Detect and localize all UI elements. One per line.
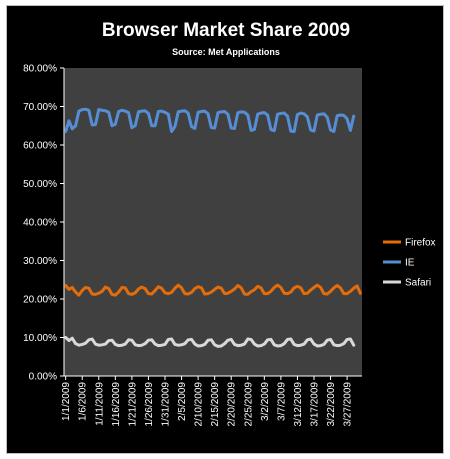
y-tick-label: 40.00% bbox=[23, 218, 57, 229]
x-tick-label: 2/10/2009 bbox=[194, 382, 205, 427]
legend-label-firefox: Firefox bbox=[405, 238, 436, 249]
x-tick-label: 1/16/2009 bbox=[111, 382, 122, 427]
series-lines bbox=[64, 107, 362, 348]
x-tick-label: 1/11/2009 bbox=[94, 382, 105, 426]
x-tick-label: 3/12/2009 bbox=[293, 382, 304, 427]
legend-label-safari: Safari bbox=[405, 278, 431, 289]
legend: Firefox IE Safari bbox=[383, 238, 436, 289]
x-tick-label: 1/6/2009 bbox=[78, 382, 89, 421]
x-tick-label: 2/25/2009 bbox=[243, 382, 254, 427]
plot-area bbox=[64, 68, 362, 376]
legend-label-ie: IE bbox=[405, 258, 415, 269]
x-tick-label: 2/15/2009 bbox=[210, 382, 221, 427]
x-tick-label: 3/2/2009 bbox=[260, 382, 271, 421]
chart-subtitle: Source: Met Applications bbox=[172, 47, 280, 57]
x-tick-label: 3/17/2009 bbox=[309, 382, 320, 427]
x-tick-label: 3/7/2009 bbox=[276, 382, 287, 421]
chart-frame: Browser Market Share 2009 Source: Met Ap… bbox=[6, 5, 444, 454]
y-tick-label: 70.00% bbox=[23, 102, 57, 113]
x-tick-label: 3/22/2009 bbox=[326, 382, 337, 427]
series-line-ie bbox=[64, 107, 356, 134]
y-axis: 0.00% 10.00% 20.00% 30.00% 40.00% 50.00% 60.00… bbox=[23, 64, 65, 383]
y-tick-label: 50.00% bbox=[23, 179, 57, 190]
x-tick-label: 1/26/2009 bbox=[144, 382, 155, 427]
y-tick-label: 30.00% bbox=[23, 256, 57, 267]
x-tick-label: 2/5/2009 bbox=[177, 382, 188, 421]
x-tick-label: 2/20/2009 bbox=[227, 382, 238, 427]
chart-title: Browser Market Share 2009 bbox=[101, 20, 351, 41]
y-tick-label: 0.00% bbox=[29, 372, 57, 383]
x-tick-label: 1/1/2009 bbox=[61, 382, 72, 421]
x-axis: 1/1/2009 1/6/2009 1/11/2009 1/16/2009 1/21/2… bbox=[61, 375, 362, 427]
y-tick-label: 60.00% bbox=[23, 141, 57, 152]
y-tick-label: 20.00% bbox=[23, 295, 57, 306]
x-tick-label: 1/21/2009 bbox=[127, 382, 138, 427]
series-line-safari bbox=[64, 336, 356, 348]
y-tick-label: 80.00% bbox=[23, 64, 57, 75]
y-tick-label: 10.00% bbox=[23, 333, 57, 344]
series-line-firefox bbox=[64, 283, 362, 297]
x-tick-label: 3/27/2009 bbox=[343, 382, 354, 427]
x-tick-label: 1/31/2009 bbox=[160, 382, 171, 427]
line-chart: 0.00% 10.00% 20.00% 30.00% 40.00% 50.00% 60.00… bbox=[23, 64, 436, 427]
